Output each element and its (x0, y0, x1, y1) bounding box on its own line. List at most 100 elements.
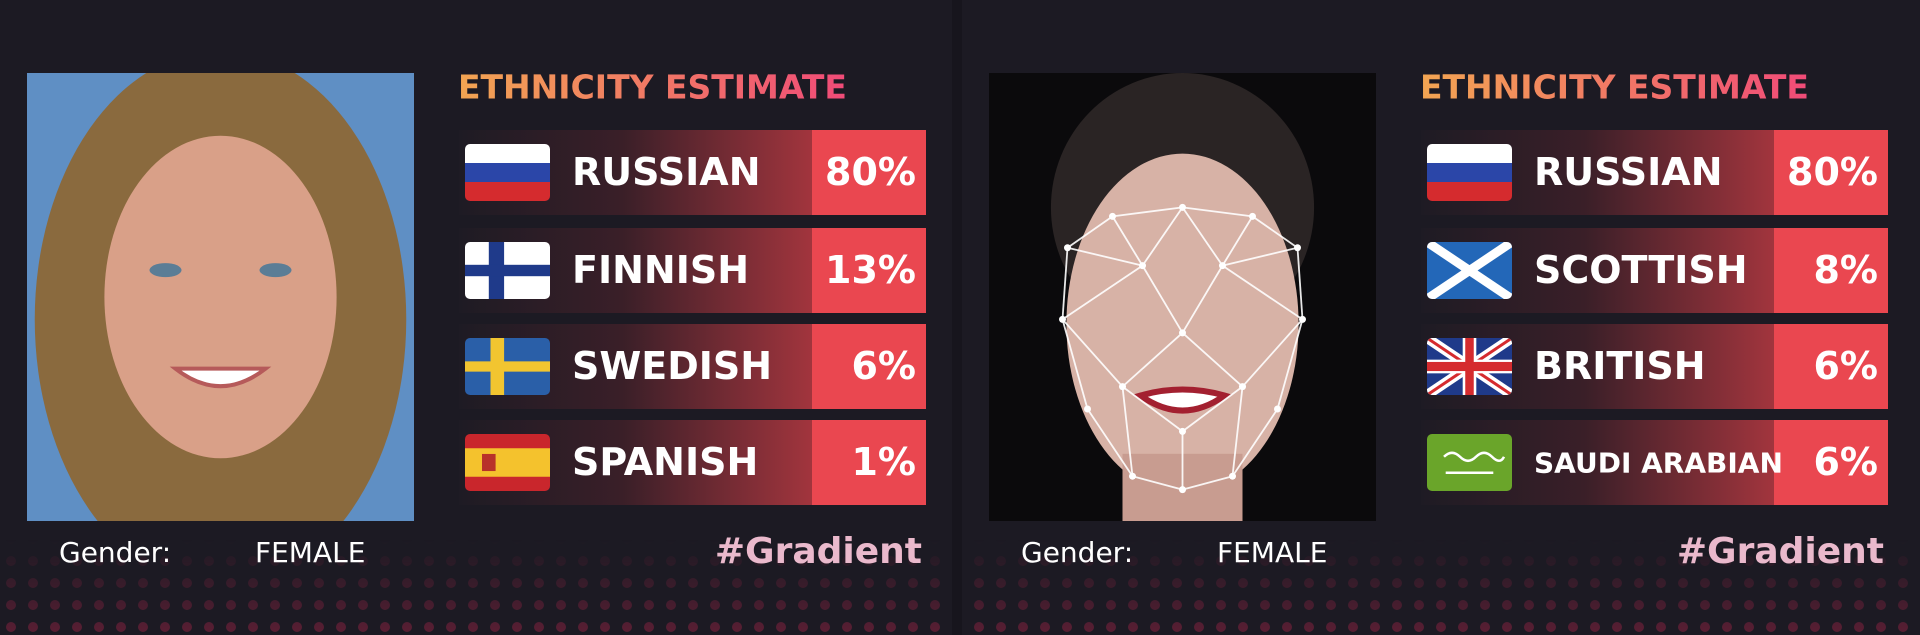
flag-stripe (1427, 144, 1512, 163)
face-mesh-line (1182, 475, 1233, 491)
face-mesh-point (1059, 315, 1066, 323)
flag-stripe (465, 163, 550, 182)
flag-stripe (465, 448, 550, 477)
face-mesh-point (1229, 472, 1236, 480)
eye (149, 263, 182, 278)
face-mesh-line (1066, 215, 1114, 249)
ethnicity-label: RUSSIAN (1534, 150, 1723, 194)
percent-box (1774, 228, 1888, 313)
face-mesh-line (1061, 318, 1124, 388)
face (104, 135, 337, 459)
face-mesh-point (1299, 315, 1306, 323)
flag-stripe (1427, 361, 1512, 372)
face-mesh-line (1121, 385, 1184, 433)
face-mesh-line (1251, 215, 1299, 249)
face-mesh-point (1139, 262, 1146, 270)
percent-box (812, 130, 926, 215)
face-mesh-line (1181, 265, 1224, 334)
divider (952, 0, 962, 635)
percent-box (1774, 130, 1888, 215)
face-mesh-line (1086, 408, 1134, 477)
flag-body (465, 434, 550, 491)
flag-fi (465, 242, 550, 299)
flag-body (1427, 338, 1512, 395)
face-mesh-line (1222, 246, 1298, 267)
portrait-photo (27, 73, 414, 521)
flag-es (465, 434, 550, 491)
face-mesh-line (1067, 246, 1143, 267)
face-mesh-line (1111, 215, 1144, 267)
mouth (1133, 386, 1232, 414)
percent-box (1774, 420, 1888, 505)
face-mesh-point (1239, 383, 1246, 391)
ethnicity-label: FINNISH (572, 248, 749, 292)
hashtag: #Gradient (1677, 531, 1884, 572)
flag-emblem (482, 453, 496, 472)
face-mesh-line (1182, 206, 1253, 218)
smile (169, 366, 272, 389)
flag-emblem (1443, 451, 1506, 463)
flag-body (465, 242, 550, 299)
flag-stripe (1427, 182, 1512, 201)
flag-stripe (465, 144, 550, 163)
face-mesh-line (1061, 319, 1089, 410)
gender-value: FEMALE (255, 536, 365, 569)
photo-body (989, 73, 1376, 521)
flag-stripe (1427, 434, 1512, 491)
face-mesh-point (1179, 427, 1186, 435)
face-mesh-line (1181, 206, 1224, 267)
face-mesh-point (1119, 383, 1126, 391)
ethnicity-label: SWEDISH (572, 344, 772, 388)
percent-box (812, 228, 926, 313)
gender-value: FEMALE (1217, 536, 1327, 569)
face-mesh-line (1061, 247, 1069, 320)
flag-body (1427, 144, 1512, 201)
hashtag: #Gradient (715, 531, 922, 572)
face-mesh-point (1179, 203, 1186, 211)
ethnicity-label: SPANISH (572, 440, 758, 484)
ethnicity-label: RUSSIAN (572, 150, 761, 194)
panel-title: ETHNICITY ESTIMATE (458, 68, 847, 107)
ethnicity-percent: 6% (1813, 440, 1878, 484)
flag-stripe (465, 264, 550, 277)
ethnicity-label: BRITISH (1534, 344, 1706, 388)
face-mesh-line (1231, 408, 1279, 477)
flag-gb (1427, 338, 1512, 395)
face-mesh-point (1294, 244, 1301, 252)
ethnicity-percent: 6% (851, 344, 916, 388)
percent-box (1774, 324, 1888, 409)
flag-stripe (465, 361, 550, 372)
flag-sco (1427, 242, 1512, 299)
face-mesh-point (1219, 262, 1226, 270)
face-mesh-point (1249, 212, 1256, 220)
flag-stripe (1427, 163, 1512, 182)
face-mesh-line (1221, 264, 1304, 321)
face-mesh-line (1141, 206, 1184, 267)
face-mesh-point (1084, 405, 1091, 413)
face-mesh-line (1121, 332, 1184, 388)
face-mesh-point (1179, 329, 1186, 337)
face-mesh-line (1221, 215, 1254, 267)
gender-label: Gender: (1021, 536, 1133, 569)
face-mesh-line (1132, 475, 1183, 491)
ethnicity-percent: 1% (851, 440, 916, 484)
panel-title: ETHNICITY ESTIMATE (1420, 68, 1809, 107)
gender-label: Gender: (59, 536, 171, 569)
flag-ru (1427, 144, 1512, 201)
face-mesh-point (1109, 212, 1116, 220)
ethnicity-label: SCOTTISH (1534, 248, 1748, 292)
face-mesh-line (1181, 332, 1244, 388)
face-mesh-line (1121, 386, 1134, 477)
face-mesh-point (1179, 486, 1186, 494)
flag-stripe (465, 182, 550, 201)
ethnicity-label: SAUDI ARABIAN (1534, 447, 1783, 480)
face-mesh-point (1129, 472, 1136, 480)
ethnicity-percent: 80% (825, 150, 916, 194)
face-mesh-line (1231, 386, 1244, 477)
face-mesh-line (1241, 318, 1304, 388)
face-mesh-line (1061, 264, 1144, 321)
ethnicity-percent: 13% (825, 248, 916, 292)
ethnicity-percent: 80% (1787, 150, 1878, 194)
portrait-photo (989, 73, 1376, 521)
